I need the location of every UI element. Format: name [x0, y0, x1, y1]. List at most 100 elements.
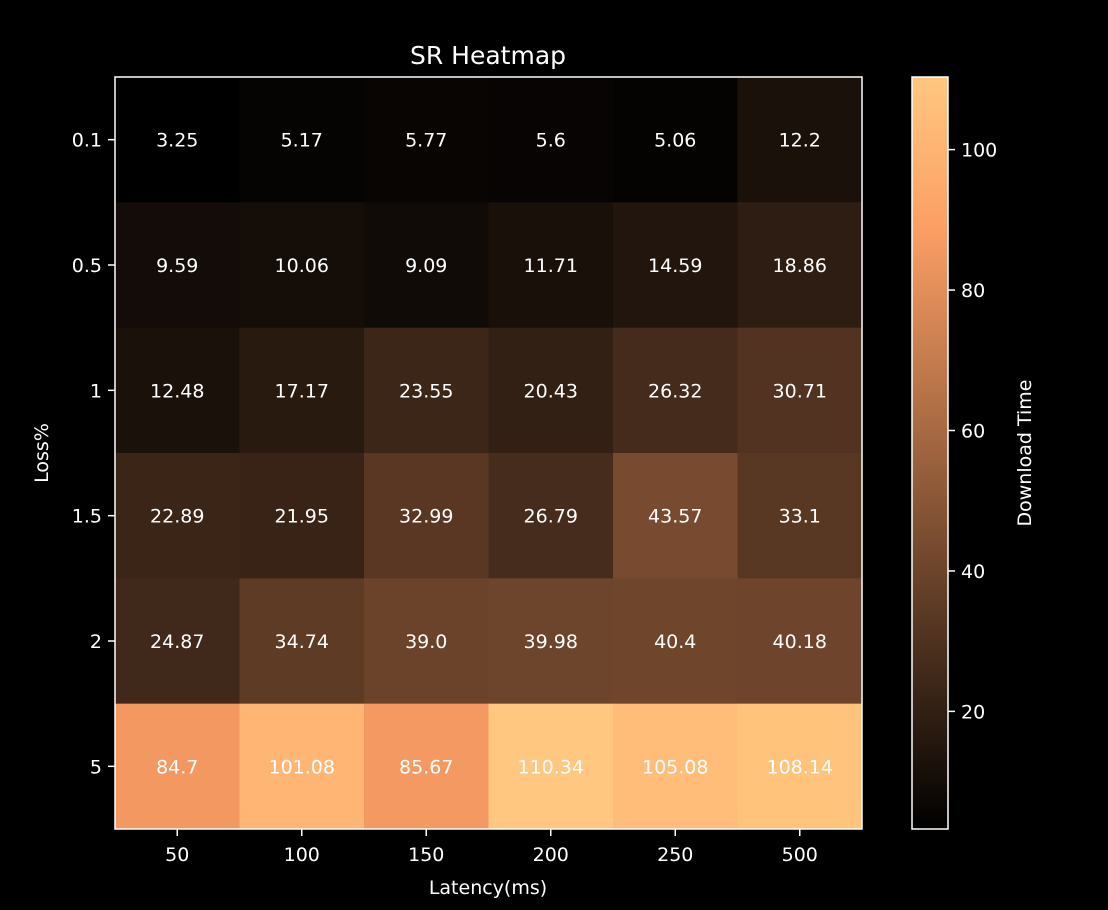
colorbar-gradient [912, 77, 948, 829]
heatmap-cell [488, 77, 614, 203]
cell-value-label: 40.4 [654, 631, 696, 653]
heatmap-cell [488, 202, 614, 329]
heatmap-cell [239, 202, 365, 329]
y-axis-ticks: 0.1 0.5 1 1.5 2 5 [72, 130, 115, 778]
x-tick-label: 250 [657, 844, 693, 866]
cell-value-label: 105.08 [642, 756, 708, 778]
cell-value-label: 9.09 [405, 255, 447, 277]
y-tick-label: 0.1 [72, 130, 102, 152]
heatmap-cell [737, 202, 863, 329]
y-tick-label: 1.5 [72, 506, 102, 528]
heatmap-cell-labels: 3.25 5.17 5.77 5.6 5.06 12.2 9.59 10.06 9.09 11.7… [150, 130, 833, 779]
cell-value-label: 18.86 [773, 255, 827, 277]
cell-value-label: 43.57 [648, 506, 702, 528]
heatmap-cell [613, 578, 738, 705]
x-tick-label: 150 [408, 844, 444, 866]
cell-value-label: 12.48 [150, 380, 204, 402]
heatmap-cell [115, 202, 240, 329]
cell-value-label: 34.74 [275, 631, 329, 653]
colorbar-tick-label: 40 [961, 561, 985, 583]
cell-value-label: 23.55 [399, 380, 453, 402]
heatmap-cell [364, 703, 489, 830]
colorbar-ticks: 20 40 60 80 100 [948, 140, 997, 723]
cell-value-label: 33.1 [779, 506, 821, 528]
colorbar-tick-label: 80 [961, 280, 985, 302]
heatmap-cell [115, 453, 240, 579]
cell-value-label: 14.59 [648, 255, 702, 277]
heatmap-cell [239, 453, 365, 579]
plot-frame [114, 76, 863, 830]
colorbar-tick-label: 20 [961, 701, 985, 723]
heatmap-cell [737, 703, 863, 830]
x-tick-label: 100 [284, 844, 320, 866]
cell-value-label: 110.34 [518, 756, 584, 778]
heatmap-cell [737, 578, 863, 705]
y-tick-label: 2 [90, 631, 102, 653]
cell-value-label: 26.32 [648, 380, 702, 402]
y-tick-label: 0.5 [72, 255, 102, 277]
x-tick-label: 200 [533, 844, 569, 866]
heatmap-cell [115, 703, 240, 830]
colorbar-tick-label: 60 [961, 420, 985, 442]
cell-value-label: 22.89 [150, 506, 204, 528]
cell-value-label: 30.71 [773, 380, 827, 402]
cell-value-label: 3.25 [156, 130, 198, 152]
colorbar-frame [911, 76, 949, 830]
cell-value-label: 20.43 [524, 380, 578, 402]
cell-value-label: 39.98 [524, 631, 578, 653]
heatmap-cell [613, 77, 738, 203]
cell-value-label: 85.67 [399, 756, 453, 778]
heatmap-cell [488, 327, 614, 454]
heatmap-cell [239, 703, 365, 830]
cell-value-label: 5.6 [536, 130, 566, 152]
cell-value-label: 5.17 [281, 130, 323, 152]
colorbar-label: Download Time [1014, 380, 1036, 527]
cell-value-label: 11.71 [524, 255, 578, 277]
y-tick-label: 1 [90, 380, 102, 402]
cell-value-label: 39.0 [405, 631, 447, 653]
heatmap-cell [613, 202, 738, 329]
x-tick-label: 50 [165, 844, 189, 866]
heatmap-cell [364, 578, 489, 705]
heatmap-cell [737, 327, 863, 454]
chart-title: SR Heatmap [410, 41, 566, 70]
cell-value-label: 24.87 [150, 631, 204, 653]
heatmap-cell [737, 453, 863, 579]
heatmap-cell [364, 453, 489, 579]
heatmap-cell [613, 453, 738, 579]
cell-value-label: 10.06 [275, 255, 329, 277]
x-tick-label: 500 [782, 844, 818, 866]
heatmap-cell [364, 77, 489, 203]
y-axis-label: Loss% [31, 423, 53, 483]
cell-value-label: 21.95 [275, 506, 329, 528]
colorbar-tick-label: 100 [961, 140, 997, 162]
heatmap-cell [115, 327, 240, 454]
cell-value-label: 101.08 [269, 756, 335, 778]
heatmap-cell [488, 578, 614, 705]
cell-value-label: 5.06 [654, 130, 696, 152]
heatmap-cell [488, 703, 614, 830]
heatmap-cell [364, 202, 489, 329]
heatmap-cell [239, 578, 365, 705]
heatmap-cell [613, 703, 738, 830]
heatmap-cell [239, 327, 365, 454]
cell-value-label: 9.59 [156, 255, 198, 277]
cell-value-label: 5.77 [405, 130, 447, 152]
heatmap-cell [364, 327, 489, 454]
cell-value-label: 108.14 [767, 756, 833, 778]
cell-value-label: 32.99 [399, 506, 453, 528]
cell-value-label: 84.7 [156, 756, 198, 778]
heatmap-cell [737, 77, 863, 203]
cell-value-label: 40.18 [773, 631, 827, 653]
heatmap-cell [613, 327, 738, 454]
heatmap-cells [115, 77, 863, 830]
cell-value-label: 12.2 [779, 130, 821, 152]
heatmap-cell [488, 453, 614, 579]
cell-value-label: 26.79 [524, 506, 578, 528]
y-tick-label: 5 [90, 756, 102, 778]
x-axis-label: Latency(ms) [429, 877, 547, 899]
heatmap-cell [115, 578, 240, 705]
x-axis-ticks: 50 100 150 200 250 500 [165, 829, 818, 866]
heatmap-cell [115, 77, 240, 203]
